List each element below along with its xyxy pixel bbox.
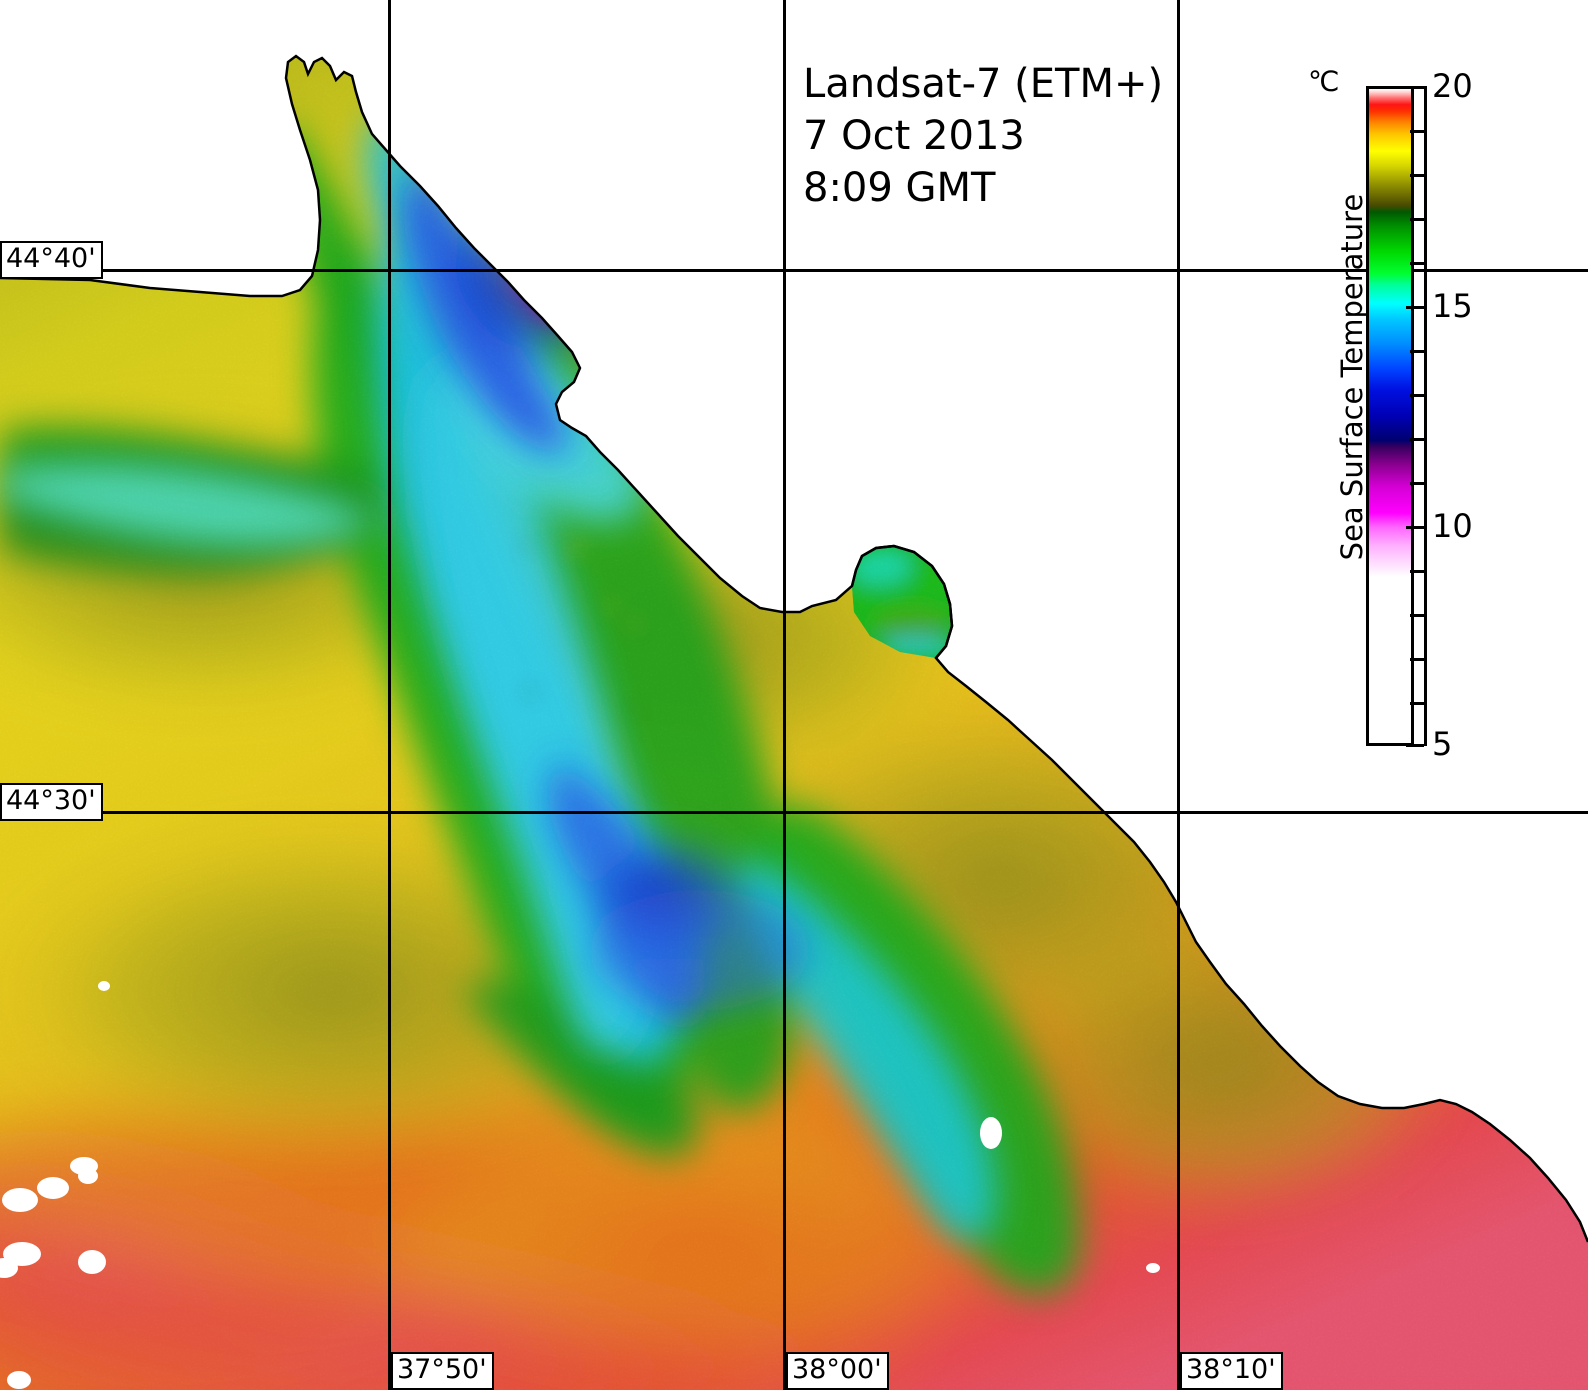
scene-annotation: Landsat-7 (ETM+) 7 Oct 2013 8:09 GMT (803, 58, 1163, 214)
coastline (0, 54, 1588, 1243)
colorbar-tick-14 (1410, 350, 1424, 353)
colorbar-axis-line (1424, 86, 1427, 746)
colorbar-tick-20 (1406, 86, 1424, 89)
longitude-label-38-10: 38°10' (1180, 1352, 1283, 1390)
colorbar-ticklabel-15: 15 (1432, 287, 1473, 325)
longitude-label-38-00: 38°00' (786, 1352, 889, 1390)
colorbar-tick-10 (1406, 526, 1424, 529)
colorbar-tick-17 (1410, 218, 1424, 221)
colorbar-unit-label: ℃ (1308, 65, 1340, 98)
acquisition-date-label: 7 Oct 2013 (803, 113, 1025, 159)
colorbar-ticklabel-10: 10 (1432, 507, 1473, 545)
colorbar-tick-19 (1410, 130, 1424, 133)
meridian-38-10 (1177, 0, 1180, 1390)
colorbar-tick-6 (1410, 702, 1424, 705)
colorbar-swatch-box (1366, 86, 1414, 746)
satellite-sensor-label: Landsat-7 (ETM+) (803, 61, 1164, 107)
acquisition-time-label: 8:09 GMT (803, 165, 996, 211)
colorbar-ticklabel-5: 5 (1432, 725, 1453, 763)
colorbar-axis-title: Sea Surface Temperature (1335, 193, 1369, 561)
colorbar-ticklabel-20: 20 (1432, 67, 1473, 105)
colorbar-tick-7 (1410, 658, 1424, 661)
colorbar-tick-12 (1410, 438, 1424, 441)
latitude-label-44-30: 44°30' (0, 783, 103, 821)
colorbar-tick-9 (1410, 570, 1424, 573)
latitude-label-44-40: 44°40' (0, 241, 103, 279)
lagoon-coastline (850, 544, 954, 659)
meridian-37-50 (388, 0, 391, 1390)
colorbar-tick-15 (1406, 306, 1424, 309)
meridian-38-00 (783, 0, 786, 1390)
colorbar-tick-18 (1410, 174, 1424, 177)
colorbar-gradient (1369, 89, 1411, 743)
colorbar-tick-16 (1410, 262, 1424, 265)
cloud-mask-spots (0, 981, 1160, 1389)
colorbar-tick-13 (1410, 394, 1424, 397)
longitude-label-37-50: 37°50' (391, 1352, 494, 1390)
colorbar-tick-5 (1406, 744, 1424, 747)
parallel-44-40 (0, 269, 1588, 272)
colorbar-tick-8 (1410, 614, 1424, 617)
colorbar-tick-11 (1410, 482, 1424, 485)
parallel-44-30 (0, 811, 1588, 814)
colorbar-legend: ℃ Sea Surface Temperature 20 15 10 5 (1300, 60, 1490, 770)
